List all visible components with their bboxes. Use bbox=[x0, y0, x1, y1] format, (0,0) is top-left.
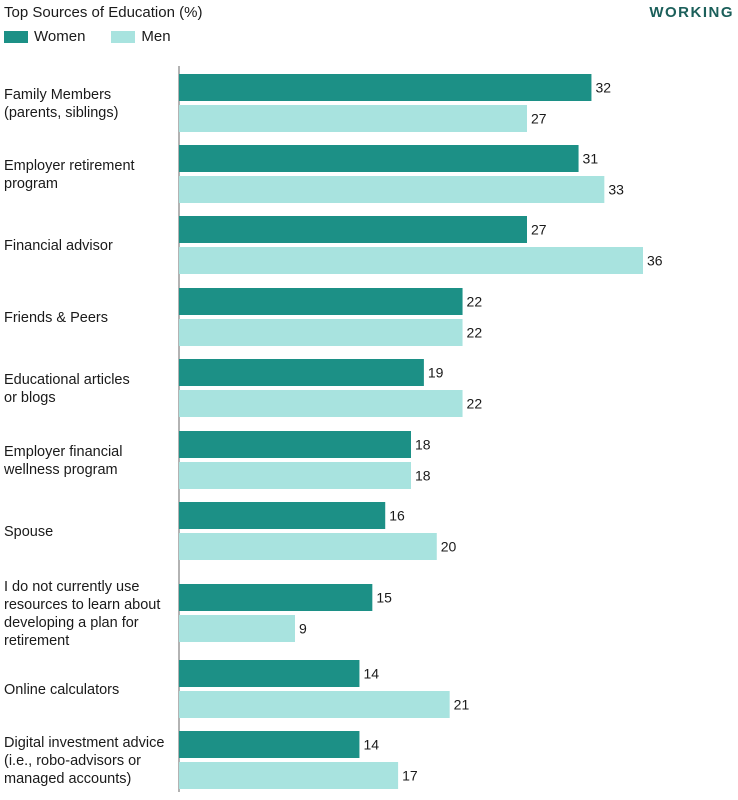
category-label-line: (i.e., robo-advisors or bbox=[4, 753, 141, 769]
working-badge: WORKING bbox=[649, 4, 734, 21]
legend: Women Men bbox=[4, 28, 197, 45]
value-label-men: 20 bbox=[441, 539, 457, 555]
bar-women bbox=[179, 216, 527, 243]
bar-women bbox=[179, 660, 360, 687]
category-label-line: Family Members bbox=[4, 87, 111, 103]
value-label-women: 16 bbox=[389, 508, 405, 524]
legend-item-women: Women bbox=[4, 28, 85, 45]
category-label: Financial advisor bbox=[4, 238, 113, 254]
category-label: Family Members (parents, siblings) bbox=[4, 87, 118, 121]
category-label: Educational articles or blogs bbox=[4, 372, 130, 406]
bar-women bbox=[179, 502, 386, 529]
value-label-men: 22 bbox=[467, 325, 483, 341]
bar-women bbox=[179, 431, 411, 458]
category-label-line: program bbox=[4, 176, 58, 192]
bar-women bbox=[179, 731, 360, 758]
legend-swatch-men bbox=[111, 30, 136, 43]
bar-men bbox=[179, 762, 399, 789]
category-label-line: wellness program bbox=[3, 462, 118, 478]
value-label-women: 14 bbox=[363, 666, 379, 682]
bar-men bbox=[179, 691, 450, 718]
category-label-line: Financial advisor bbox=[4, 238, 113, 254]
value-label-women: 22 bbox=[467, 294, 483, 310]
legend-label-women: Women bbox=[34, 28, 86, 45]
category-label-line: developing a plan for bbox=[4, 615, 139, 631]
bar-men bbox=[179, 390, 463, 417]
category-label-line: resources to learn about bbox=[4, 597, 160, 613]
legend-swatch-women bbox=[4, 30, 28, 43]
value-label-men: 27 bbox=[531, 111, 547, 127]
bar-women bbox=[179, 74, 592, 101]
bar-women bbox=[179, 359, 424, 386]
category-label-line: retirement bbox=[4, 633, 69, 649]
bar-men bbox=[179, 247, 643, 274]
value-label-women: 19 bbox=[428, 365, 444, 381]
value-label-men: 22 bbox=[467, 396, 483, 412]
category-label: Spouse bbox=[4, 524, 53, 540]
value-label-men: 21 bbox=[454, 697, 470, 713]
category-label: Digital investment advice (i.e., robo-adv… bbox=[4, 735, 164, 787]
category-label-line: Digital investment advice bbox=[4, 735, 164, 751]
category-label: Employer retirement program bbox=[4, 158, 135, 192]
category-label-line: (parents, siblings) bbox=[4, 105, 118, 121]
bar-men bbox=[179, 105, 527, 132]
category-label: Online calculators bbox=[4, 682, 119, 698]
value-label-men: 17 bbox=[402, 768, 418, 784]
category-label-line: Employer financial bbox=[4, 444, 122, 460]
value-label-men: 9 bbox=[299, 621, 307, 637]
value-label-women: 31 bbox=[583, 151, 599, 167]
bar-men bbox=[179, 176, 605, 203]
bar-women bbox=[179, 145, 579, 172]
category-label: I do not currently use resources to learn… bbox=[4, 579, 160, 649]
value-label-men: 33 bbox=[608, 182, 624, 198]
value-label-men: 18 bbox=[415, 468, 431, 484]
category-label-line: managed accounts) bbox=[4, 771, 131, 787]
legend-label-men: Men bbox=[141, 28, 171, 45]
category-label-line: or blogs bbox=[4, 390, 56, 406]
category-label-line: Online calculators bbox=[4, 682, 119, 698]
value-label-women: 32 bbox=[595, 80, 611, 96]
category-label: Employer financial wellness program bbox=[3, 444, 122, 478]
bar-women bbox=[179, 584, 373, 611]
category-label-line: Friends & Peers bbox=[4, 310, 108, 326]
value-label-women: 18 bbox=[415, 437, 431, 453]
category-label-line: Employer retirement bbox=[4, 158, 135, 174]
category-label-line: Spouse bbox=[4, 524, 53, 540]
category-label: Friends & Peers bbox=[4, 310, 108, 326]
bar-women bbox=[179, 288, 463, 315]
value-label-men: 36 bbox=[647, 253, 663, 269]
bar-men bbox=[179, 533, 437, 560]
value-label-women: 15 bbox=[376, 590, 392, 606]
bar-men bbox=[179, 615, 295, 642]
category-label-line: I do not currently use bbox=[4, 579, 139, 595]
bar-men bbox=[179, 319, 463, 346]
legend-item-men: Men bbox=[111, 28, 171, 45]
value-label-women: 14 bbox=[363, 737, 379, 753]
category-label-line: Educational articles bbox=[4, 372, 130, 388]
bar-men bbox=[179, 462, 411, 489]
chart-title: Top Sources of Education (%) bbox=[4, 4, 203, 21]
value-label-women: 27 bbox=[531, 222, 547, 238]
